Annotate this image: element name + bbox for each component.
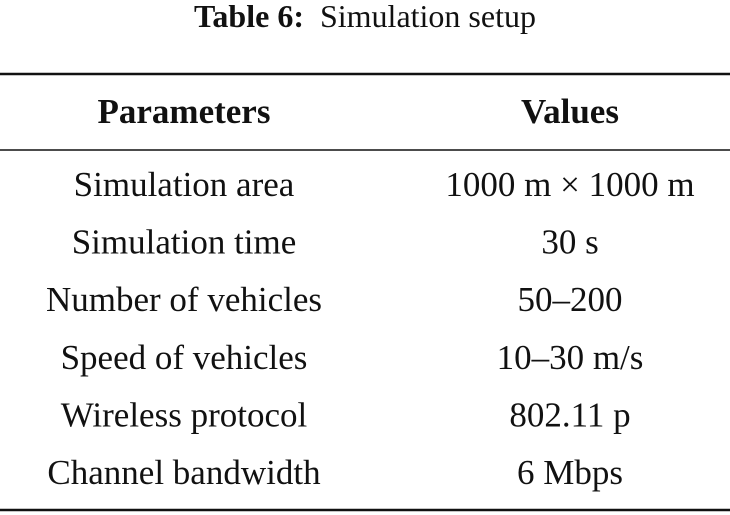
caption-title: Simulation setup <box>320 0 536 34</box>
table-cell: 802.11 p <box>509 395 630 434</box>
table-cell: Number of vehicles <box>46 280 322 319</box>
caption: Table 6: Simulation setup <box>194 0 536 34</box>
column-header: Parameters <box>98 92 271 131</box>
table-cell: Wireless protocol <box>61 395 308 434</box>
table-cell: Channel bandwidth <box>47 453 321 492</box>
column-header: Values <box>521 92 619 131</box>
table-cell: Simulation time <box>72 223 297 262</box>
caption-label: Table 6: <box>194 0 304 34</box>
table-cell: 6 Mbps <box>517 453 623 492</box>
table-cell: Speed of vehicles <box>61 338 308 377</box>
table-cell: 1000 m × 1000 m <box>445 165 694 204</box>
table-cell: Simulation area <box>74 165 295 204</box>
table-cell: 30 s <box>541 223 598 262</box>
table-cell: 50–200 <box>518 280 623 319</box>
table-cell: 10–30 m/s <box>497 338 644 377</box>
